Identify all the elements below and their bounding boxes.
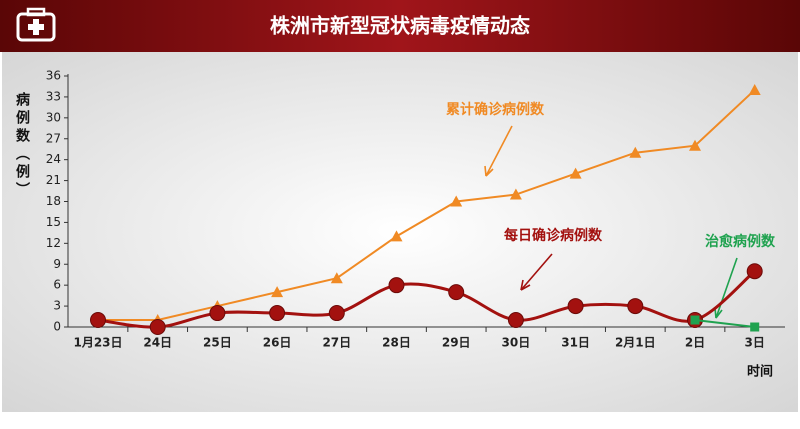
circle-marker bbox=[507, 312, 524, 329]
square-marker bbox=[690, 315, 700, 325]
annotation-arrows bbox=[484, 125, 738, 319]
x-tick-label: 26日 bbox=[263, 336, 292, 350]
y-tick-label: 30 bbox=[46, 110, 61, 124]
x-tick-label: 27日 bbox=[322, 336, 351, 350]
circle-marker bbox=[448, 284, 465, 301]
x-tick-label: 30日 bbox=[502, 336, 531, 350]
y-tick-label: 36 bbox=[46, 69, 61, 83]
x-tick-label: 31日 bbox=[561, 336, 590, 350]
y-tick-label: 33 bbox=[46, 89, 61, 103]
series-line bbox=[98, 89, 756, 322]
triangle-marker bbox=[689, 139, 701, 151]
triangle-marker bbox=[271, 286, 284, 298]
circle-marker bbox=[90, 312, 106, 329]
y-tick-label: 24 bbox=[46, 152, 61, 166]
triangle-marker bbox=[509, 188, 522, 200]
y-tick-label: 15 bbox=[46, 215, 61, 229]
y-tick-label: 27 bbox=[46, 131, 61, 145]
circle-marker bbox=[209, 305, 226, 322]
circle-marker bbox=[567, 298, 584, 315]
y-tick-label: 21 bbox=[46, 173, 61, 187]
y-tick-label: 12 bbox=[46, 236, 61, 250]
chart-title: 株洲市新型冠状病毒疫情动态 bbox=[270, 14, 530, 38]
x-axis-label: 时间 bbox=[747, 364, 773, 380]
series-annotation: 每日确诊病例数 bbox=[504, 227, 603, 244]
triangle-marker bbox=[748, 83, 761, 95]
triangle-marker bbox=[569, 167, 582, 179]
x-tick-label: 3日 bbox=[745, 336, 765, 350]
circle-marker bbox=[746, 263, 763, 280]
triangle-marker bbox=[629, 146, 642, 158]
triangle-marker bbox=[450, 195, 463, 207]
triangle-marker bbox=[390, 230, 403, 242]
x-tick-label: 2日 bbox=[685, 336, 705, 350]
circle-marker bbox=[388, 277, 405, 294]
y-tick-label: 9 bbox=[53, 257, 61, 271]
x-tick-label: 24日 bbox=[143, 336, 172, 350]
y-tick-label: 18 bbox=[46, 194, 61, 208]
x-tick-label: 29日 bbox=[442, 336, 471, 350]
y-tick-label: 6 bbox=[53, 278, 61, 292]
triangle-marker bbox=[330, 272, 343, 284]
circle-marker bbox=[328, 305, 345, 322]
series-annotation: 治愈病例数 bbox=[705, 233, 776, 250]
x-tick-label: 28日 bbox=[382, 336, 411, 350]
circle-marker bbox=[269, 305, 286, 322]
x-tick-label: 2月1日 bbox=[615, 336, 656, 350]
y-tick-label: 0 bbox=[53, 320, 61, 334]
y-axis-label: 病例数（例） bbox=[14, 91, 31, 200]
square-marker bbox=[750, 322, 760, 332]
circle-marker bbox=[627, 298, 644, 315]
circle-marker bbox=[149, 319, 166, 335]
series-annotation: 累计确诊病例数 bbox=[446, 101, 545, 118]
x-tick-label: 1月23日 bbox=[73, 336, 122, 350]
series-line bbox=[694, 319, 755, 328]
plot-background bbox=[2, 50, 798, 412]
medical-icon bbox=[16, 7, 56, 42]
header-band bbox=[0, 0, 800, 52]
x-tick-label: 25日 bbox=[203, 336, 232, 350]
y-tick-label: 3 bbox=[53, 299, 61, 313]
